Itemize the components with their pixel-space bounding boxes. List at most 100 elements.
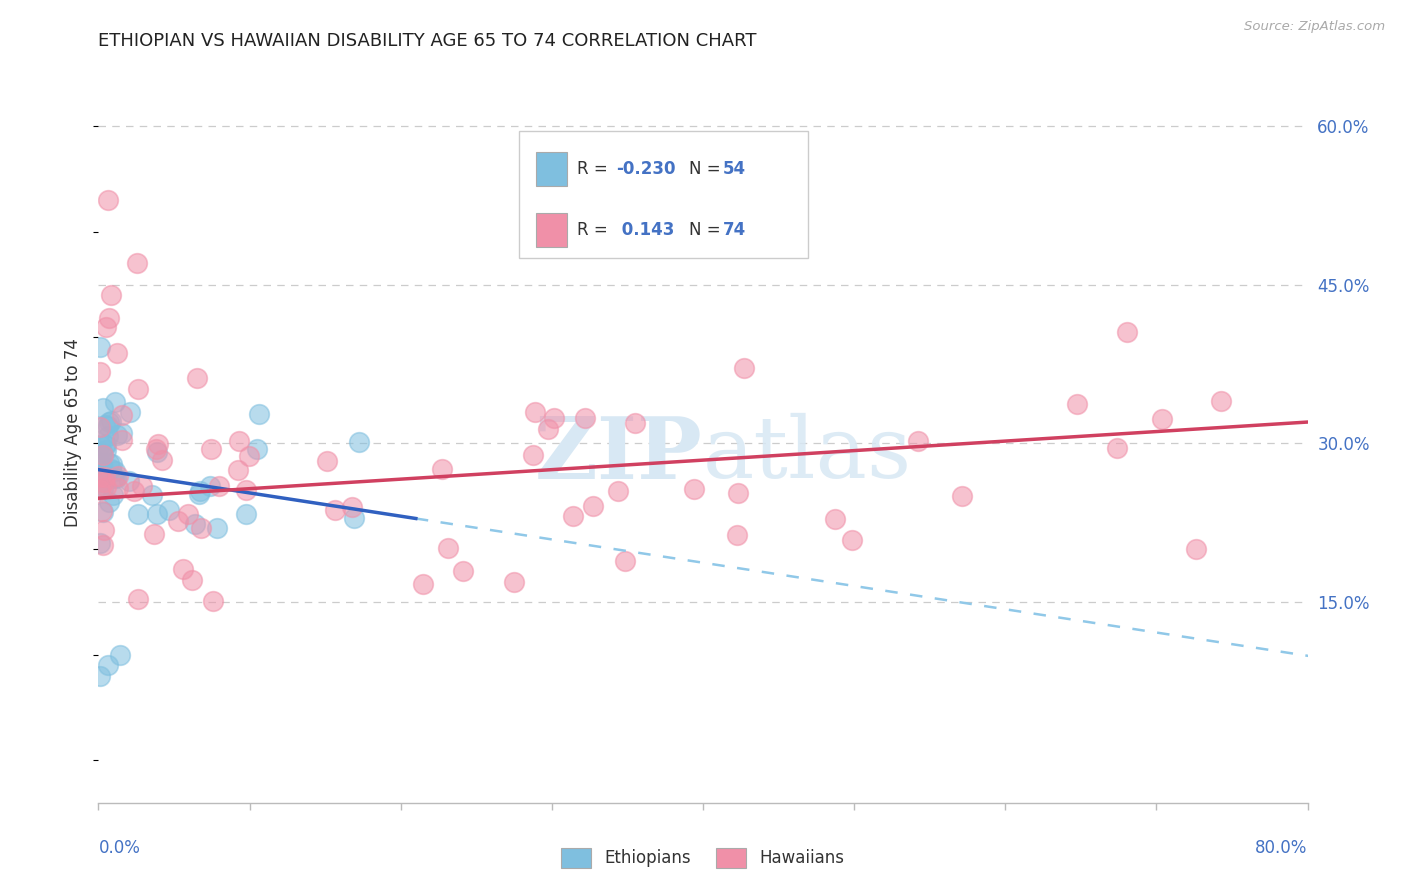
- Point: [111, 409, 134, 423]
- Text: 0.143: 0.143: [616, 221, 675, 239]
- Point: [207, 520, 229, 534]
- Point: [614, 554, 637, 568]
- Text: R =: R =: [576, 221, 613, 239]
- Point: [343, 511, 366, 525]
- Point: [574, 411, 596, 425]
- Point: [824, 512, 846, 526]
- Point: [202, 594, 225, 608]
- Point: [122, 483, 145, 498]
- Point: [89, 470, 111, 484]
- Point: [522, 448, 544, 462]
- Point: [607, 484, 630, 499]
- Point: [683, 482, 706, 496]
- Point: [146, 437, 169, 451]
- Point: [127, 382, 149, 396]
- Point: [97, 419, 120, 434]
- Y-axis label: Disability Age 65 to 74: Disability Age 65 to 74: [65, 338, 83, 527]
- Text: 0.0%: 0.0%: [98, 838, 141, 857]
- Point: [127, 507, 149, 521]
- Point: [100, 414, 122, 428]
- Point: [91, 467, 114, 482]
- Point: [91, 482, 114, 496]
- Point: [841, 533, 863, 548]
- Point: [198, 478, 221, 492]
- Point: [177, 507, 200, 521]
- Point: [145, 445, 167, 459]
- Point: [733, 360, 755, 375]
- Point: [94, 438, 117, 452]
- Text: -0.230: -0.230: [616, 161, 675, 178]
- Point: [249, 408, 271, 422]
- Point: [142, 526, 165, 541]
- Point: [347, 435, 370, 450]
- Point: [89, 536, 111, 550]
- Point: [200, 442, 222, 456]
- Point: [127, 591, 149, 606]
- Point: [91, 504, 114, 518]
- Point: [1066, 397, 1088, 411]
- Point: [89, 365, 111, 379]
- Point: [94, 437, 117, 451]
- Point: [94, 442, 117, 457]
- Point: [90, 457, 112, 471]
- Point: [952, 489, 974, 503]
- Point: [103, 488, 125, 502]
- Point: [104, 394, 127, 409]
- Point: [97, 456, 120, 470]
- Point: [340, 500, 363, 514]
- Point: [89, 483, 111, 498]
- Point: [111, 433, 134, 447]
- Point: [430, 461, 453, 475]
- Text: atlas: atlas: [703, 413, 912, 497]
- Point: [107, 469, 129, 483]
- Point: [91, 467, 114, 482]
- Point: [89, 456, 111, 470]
- Point: [97, 429, 120, 443]
- Point: [323, 503, 346, 517]
- Point: [98, 495, 121, 509]
- Point: [727, 485, 749, 500]
- Point: [1116, 325, 1139, 339]
- Point: [94, 479, 117, 493]
- Point: [89, 467, 111, 481]
- Point: [118, 474, 141, 488]
- Point: [316, 454, 339, 468]
- Point: [89, 477, 111, 491]
- Text: ETHIOPIAN VS HAWAIIAN DISABILITY AGE 65 TO 74 CORRELATION CHART: ETHIOPIAN VS HAWAIIAN DISABILITY AGE 65 …: [98, 32, 756, 50]
- Text: 80.0%: 80.0%: [1256, 838, 1308, 857]
- Text: N =: N =: [689, 221, 725, 239]
- Point: [94, 319, 117, 334]
- Point: [208, 479, 231, 493]
- Point: [97, 310, 120, 325]
- Point: [89, 340, 111, 354]
- Point: [93, 475, 115, 490]
- Point: [107, 481, 129, 495]
- Point: [172, 562, 194, 576]
- Point: [437, 541, 460, 556]
- Point: [110, 648, 132, 662]
- Point: [105, 428, 128, 442]
- Point: [105, 346, 128, 360]
- Point: [184, 516, 207, 531]
- Point: [228, 434, 250, 448]
- Point: [131, 479, 153, 493]
- Point: [725, 528, 748, 542]
- Point: [523, 405, 546, 419]
- Text: R =: R =: [576, 161, 613, 178]
- Point: [561, 509, 583, 524]
- Point: [624, 416, 647, 430]
- Point: [502, 575, 524, 590]
- Point: [93, 417, 115, 432]
- Point: [90, 475, 112, 489]
- Point: [125, 256, 148, 270]
- Point: [104, 464, 127, 478]
- Point: [246, 442, 269, 457]
- Point: [100, 461, 122, 475]
- Text: 74: 74: [723, 221, 747, 239]
- Point: [412, 577, 434, 591]
- Point: [1107, 441, 1129, 455]
- Legend: Ethiopians, Hawaiians: Ethiopians, Hawaiians: [553, 840, 853, 876]
- Point: [150, 452, 173, 467]
- Point: [93, 523, 115, 537]
- Point: [91, 505, 114, 519]
